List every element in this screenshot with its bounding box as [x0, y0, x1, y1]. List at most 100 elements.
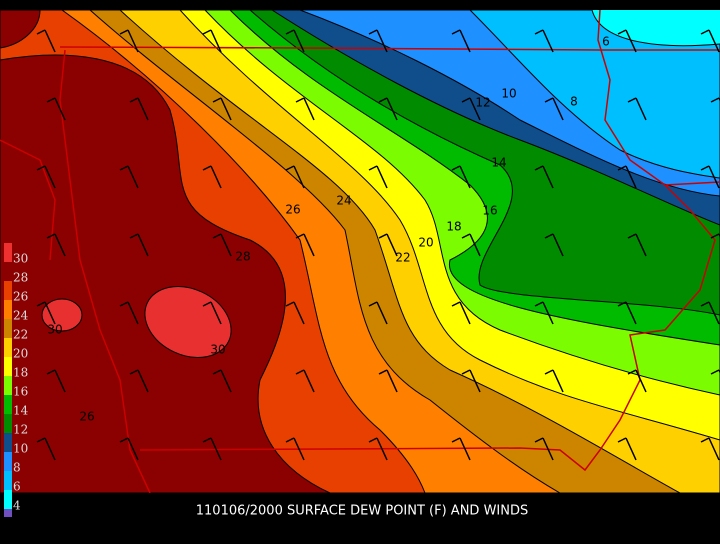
- wind-barb: [368, 437, 388, 461]
- wind-barb: [368, 301, 388, 325]
- legend-label: 30: [13, 252, 28, 266]
- legend-label: 10: [13, 442, 28, 456]
- band-28: [0, 54, 331, 493]
- contour-label: 14: [491, 156, 506, 170]
- wind-barb: [534, 301, 554, 325]
- band-28-corner: [0, 10, 41, 49]
- wind-barb: [295, 233, 315, 257]
- legend-label: 6: [13, 480, 21, 494]
- wind-barb: [285, 437, 305, 461]
- legend: 30 28 26 24 22 20 18 16 14 12 10 8 6 4: [4, 243, 29, 517]
- dewpoint-field: [0, 10, 720, 493]
- wind-barb: [534, 29, 554, 53]
- legend-label: 28: [13, 271, 28, 285]
- wind-barb: [451, 165, 471, 189]
- legend-swatch: [4, 433, 12, 452]
- wind-barb: [202, 301, 222, 325]
- wind-barb: [285, 301, 305, 325]
- wind-barb: [700, 29, 720, 53]
- wind-barb: [378, 233, 398, 257]
- wind-barb: [451, 437, 471, 461]
- wind-barb: [46, 233, 66, 257]
- contour-label: 20: [418, 236, 433, 250]
- wind-barb: [534, 437, 554, 461]
- wind-barb: [36, 437, 56, 461]
- wind-barb: [544, 233, 564, 257]
- wind-barb: [212, 233, 232, 257]
- legend-swatch: [4, 338, 12, 357]
- wind-barb: [700, 437, 720, 461]
- legend-label: 4: [13, 499, 21, 513]
- legend-swatch: [4, 243, 12, 262]
- wind-barb: [461, 369, 481, 393]
- contour-label: 26: [285, 203, 300, 217]
- wind-barb: [202, 165, 222, 189]
- legend-swatch: [4, 376, 12, 395]
- contour-label: 26: [79, 410, 94, 424]
- wind-barb: [119, 29, 139, 53]
- contour-label: 6: [602, 35, 610, 49]
- contour-labels: 6 8 10 12 14 16 18 20 22 24 26 28 30 30 26: [47, 35, 609, 424]
- contour-label: 30: [47, 323, 62, 337]
- contour-label: 28: [235, 250, 250, 264]
- legend-label: 20: [13, 347, 28, 361]
- contour-label: 12: [475, 96, 490, 110]
- wind-barb: [119, 165, 139, 189]
- wind-barb: [617, 437, 637, 461]
- legend-label: 22: [13, 328, 28, 342]
- wind-barb: [461, 97, 481, 121]
- wind-barb: [119, 437, 139, 461]
- wind-barb: [285, 29, 305, 53]
- wind-barb: [212, 97, 232, 121]
- legend-label: 14: [13, 404, 29, 418]
- legend-label: 24: [13, 309, 29, 323]
- wind-barb: [627, 369, 647, 393]
- legend-label: 18: [13, 366, 28, 380]
- legend-label: 16: [13, 385, 28, 399]
- wind-barb: [46, 369, 66, 393]
- wind-barb: [129, 97, 149, 121]
- contour-label: 10: [501, 87, 516, 101]
- wind-barb: [212, 369, 232, 393]
- legend-swatch: [4, 395, 12, 414]
- wind-barb: [544, 97, 564, 121]
- wind-barb: [202, 29, 222, 53]
- wind-barb: [295, 369, 315, 393]
- wind-barb: [368, 29, 388, 53]
- border: [0, 139, 56, 261]
- legend-swatch: [4, 319, 12, 338]
- wind-barb: [710, 97, 720, 103]
- legend-swatch: [4, 490, 12, 509]
- wind-barb: [710, 233, 720, 239]
- wind-barb: [617, 165, 637, 189]
- wind-barb: [368, 165, 388, 189]
- wind-barb: [451, 301, 471, 325]
- legend-swatch: [4, 509, 12, 517]
- wind-barb: [129, 233, 149, 257]
- contour-label: 8: [570, 95, 578, 109]
- legend-swatch: [4, 262, 12, 281]
- wind-barb: [544, 369, 564, 393]
- wind-barb: [710, 369, 720, 375]
- legend-swatch: [4, 357, 12, 376]
- wind-barb: [451, 29, 471, 53]
- legend-label: 8: [13, 461, 21, 475]
- contour-label: 16: [482, 204, 497, 218]
- wind-barb: [36, 301, 56, 325]
- wind-barb: [617, 29, 637, 53]
- wind-barb: [46, 97, 66, 121]
- contour-label: 22: [395, 251, 410, 265]
- wind-barb: [378, 369, 398, 393]
- legend-label: 26: [13, 290, 28, 304]
- legend-label: 12: [13, 423, 28, 437]
- wind-barb: [119, 301, 139, 325]
- legend-swatch: [4, 281, 12, 300]
- wind-barb: [617, 301, 637, 325]
- wind-barb: [129, 369, 149, 393]
- wind-barb: [627, 233, 647, 257]
- wind-barb: [378, 97, 398, 121]
- contour-label: 30: [210, 343, 225, 357]
- border: [59, 46, 720, 51]
- wind-barb: [202, 437, 222, 461]
